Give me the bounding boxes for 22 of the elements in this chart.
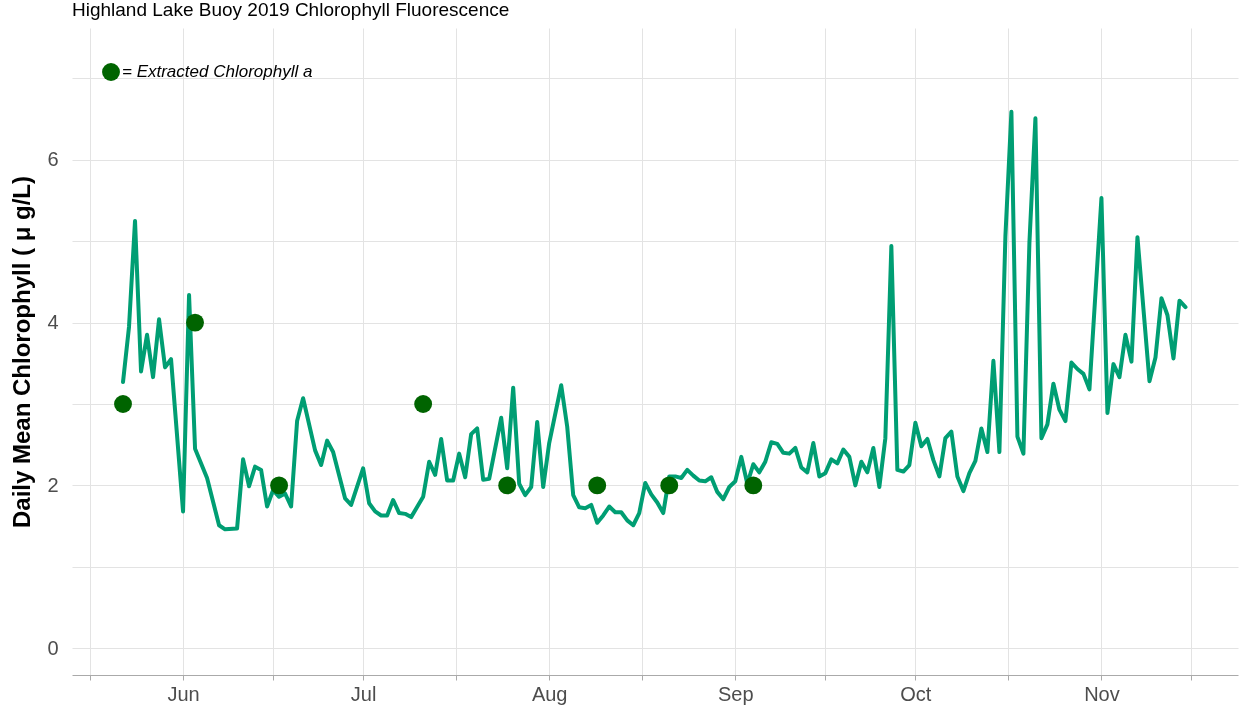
point (744, 476, 763, 495)
x-tick-label: Nov (1084, 682, 1120, 705)
y-tick-label: 4 (47, 311, 59, 334)
x-tick-label: Jun (167, 682, 200, 705)
x-tick-label: Oct (900, 682, 932, 705)
chart-title: Highland Lake Buoy 2019 Chlorophyll Fluorescence (72, 0, 510, 20)
point (414, 395, 433, 413)
y-axis-title: Daily Mean Chlorophyll ( μ g/L) (8, 175, 36, 529)
point (114, 395, 132, 413)
x-tick-label: Aug (531, 682, 568, 705)
legend-label: = Extracted Chlorophyll a (122, 62, 313, 81)
point (588, 476, 607, 495)
x-tick-label: Sep (717, 682, 754, 705)
y-tick-label: 2 (47, 473, 59, 496)
point (498, 476, 517, 495)
point (270, 476, 289, 495)
y-tick-label: 0 (47, 636, 59, 659)
point (186, 313, 204, 332)
y-tick-label: 6 (47, 148, 59, 171)
point (660, 476, 679, 495)
line-series (121, 109, 1188, 532)
x-tick-label: Jul (350, 682, 377, 705)
